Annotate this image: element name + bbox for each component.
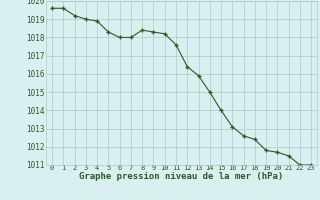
X-axis label: Graphe pression niveau de la mer (hPa): Graphe pression niveau de la mer (hPa)	[79, 172, 284, 181]
